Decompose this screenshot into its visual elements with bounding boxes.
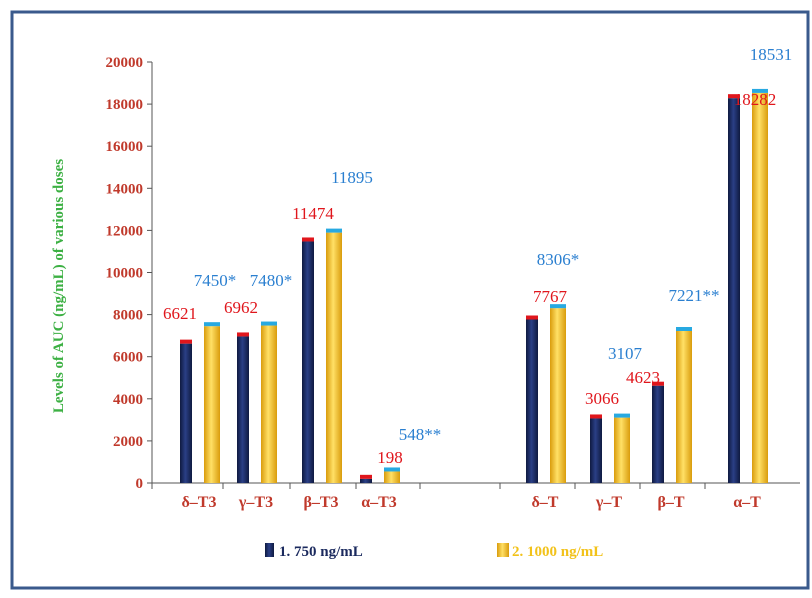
bar (326, 232, 342, 483)
error-cap (550, 304, 566, 309)
legend-swatch-750 (265, 543, 274, 557)
error-cap (676, 326, 692, 331)
bar (204, 326, 220, 483)
legend-label-750: 1. 750 ng/mL (279, 544, 363, 560)
data-label: 7480* (250, 271, 293, 290)
y-tick-label: 12000 (106, 223, 144, 239)
bar (590, 418, 602, 483)
data-label: 4623 (626, 368, 660, 387)
y-tick-label: 16000 (106, 139, 144, 155)
bar (180, 343, 192, 483)
data-label: 3066 (585, 389, 619, 408)
error-cap (180, 339, 192, 344)
error-cap (728, 94, 740, 99)
error-cap (237, 332, 249, 337)
data-label: 18282 (734, 90, 777, 109)
y-tick-label: 6000 (113, 350, 143, 366)
x-tick-label: α–T3 (361, 494, 397, 511)
error-cap (526, 315, 538, 320)
legend-label-1000: 2. 1000 ng/mL (512, 544, 603, 560)
bar (550, 308, 566, 483)
bar (302, 241, 314, 483)
bar (384, 471, 400, 483)
data-label: 11474 (292, 204, 334, 223)
legend: 1. 750 ng/mL 2. 1000 ng/mL (265, 543, 603, 560)
x-tick-label: δ–T3 (182, 494, 217, 511)
bar (652, 385, 664, 483)
data-label: 7450* (194, 271, 237, 290)
x-tick-label: β–T3 (303, 494, 338, 511)
error-cap (326, 228, 342, 233)
error-cap (752, 88, 768, 93)
y-tick-label: 18000 (106, 97, 144, 113)
error-cap (590, 414, 602, 419)
x-tick-label: γ–T3 (238, 494, 273, 511)
y-axis-label: Levels of AUC (ng/mL) of various doses (51, 159, 67, 413)
x-tick-label: δ–T (532, 494, 559, 511)
data-label: 18531 (750, 45, 793, 64)
error-cap (384, 467, 400, 472)
error-cap (302, 237, 314, 242)
error-cap (261, 321, 277, 326)
bar (261, 325, 277, 483)
axes: 0 2000 4000 6000 8000 10000 12000 14000 16000 180… (106, 55, 800, 511)
data-label: 6962 (224, 298, 258, 317)
y-tick-label: 14000 (106, 181, 144, 197)
x-tick-label: β–T (657, 494, 684, 511)
bars (180, 88, 768, 483)
chart-border (10, 10, 810, 590)
legend-swatch-1000 (497, 543, 509, 557)
x-tick-label: γ–T (595, 494, 622, 511)
data-label: 3107 (608, 344, 643, 363)
y-tick-label: 2000 (113, 434, 143, 450)
data-label: 8306* (537, 250, 580, 269)
error-cap (614, 413, 630, 418)
x-tick-label: α–T (733, 494, 761, 511)
y-tick-label: 0 (136, 476, 144, 492)
bar (360, 478, 372, 483)
y-tick-label: 10000 (106, 266, 144, 282)
y-tick-label: 8000 (113, 308, 143, 324)
bar (237, 336, 249, 483)
bar (526, 319, 538, 483)
bar (676, 330, 692, 483)
bar (728, 98, 740, 483)
data-label: 6621 (163, 304, 197, 323)
error-cap (204, 322, 220, 327)
y-tick-label: 20000 (106, 55, 144, 71)
error-cap (652, 381, 664, 386)
data-labels: 6621 7450* 6962 7480* 11474 11895 198 548** 7767… (163, 45, 792, 467)
data-label: 198 (377, 448, 403, 467)
data-label: 11895 (331, 168, 373, 187)
bar (752, 92, 768, 483)
data-label: 7221** (669, 286, 720, 305)
y-tick-label: 4000 (113, 392, 143, 408)
data-label: 548** (399, 425, 442, 444)
data-label: 7767 (533, 287, 568, 306)
bar (614, 417, 630, 483)
error-cap (360, 474, 372, 479)
